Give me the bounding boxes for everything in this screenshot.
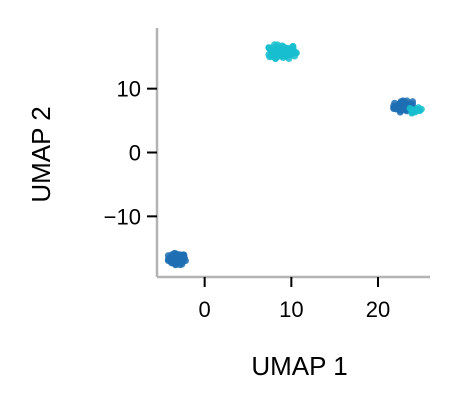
- scatter-point: [277, 52, 285, 60]
- scatter-point: [285, 55, 293, 63]
- scatter-point: [390, 104, 398, 112]
- y-tick-label: 10: [117, 77, 141, 102]
- y-axis-title: UMAP 2: [26, 106, 56, 202]
- scatter-point: [182, 257, 190, 265]
- scatter-point: [265, 44, 273, 51]
- x-axis-title: UMAP 1: [251, 351, 347, 381]
- scatter-point: [272, 55, 279, 63]
- x-axis-ticks: 0 10 20: [199, 277, 390, 322]
- x-tick-label: 20: [366, 297, 390, 322]
- scatter-point: [274, 46, 282, 54]
- x-tick-label: 0: [199, 297, 211, 322]
- y-tick-label: 0: [129, 141, 141, 166]
- scatter-point: [410, 106, 418, 114]
- y-axis-ticks: −10 0 10: [104, 77, 157, 229]
- scatter-point: [416, 107, 424, 115]
- scatter-point: [171, 251, 178, 259]
- scatter-point: [291, 52, 299, 60]
- scatter-point: [395, 103, 403, 110]
- y-tick-label: −10: [104, 204, 141, 229]
- scatter-points: [164, 41, 425, 269]
- scatter-point: [284, 47, 292, 55]
- x-tick-label: 10: [279, 297, 303, 322]
- scatter-point: [289, 42, 297, 50]
